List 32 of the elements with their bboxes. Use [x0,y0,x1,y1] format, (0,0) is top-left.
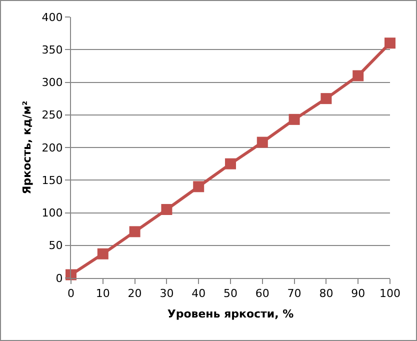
y-tick-label: 350 [42,43,63,56]
x-axis-title: Уровень яркости, % [167,307,294,320]
x-tick-label: 40 [192,287,206,300]
x-tick-label: 30 [160,287,174,300]
x-tick-label: 100 [380,287,400,300]
y-tick-label: 250 [42,108,63,122]
x-tick-label: 50 [224,287,238,300]
x-tick-label: 10 [96,287,110,300]
point [352,70,364,82]
point [97,248,108,260]
x-tick-label: 90 [351,287,366,300]
point [129,226,140,238]
y-tick-label: 100 [42,206,63,220]
point [225,158,236,170]
point [320,93,332,104]
x-tick-label: 20 [128,287,142,300]
point [288,114,300,125]
y-tick-label: 300 [42,76,63,90]
x-tick-label: 80 [319,287,334,300]
y-tick-label: 150 [42,174,63,187]
y-tick-label: 400 [42,10,63,24]
y-axis-title: Яркость, кд/м² [20,100,34,194]
y-tick-label: 200 [42,141,63,154]
point [384,38,396,49]
x-tick-label: 70 [287,287,302,300]
point [193,181,204,192]
x-tick-label: 60 [255,287,270,300]
y-tick-label: 0 [56,272,63,285]
y-tick-label: 50 [48,239,63,252]
point [256,136,268,148]
point [161,204,172,215]
x-tick-label: 0 [68,287,74,300]
